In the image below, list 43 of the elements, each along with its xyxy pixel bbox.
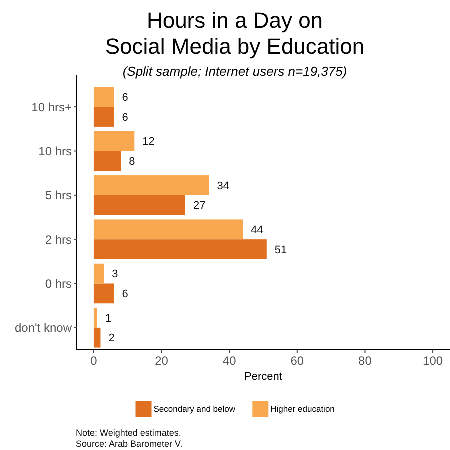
data-label: 1 (105, 312, 112, 325)
data-label: 12 (142, 136, 155, 148)
bar (94, 240, 267, 260)
x-tick-label: 20 (155, 354, 169, 368)
data-label: 2 (108, 332, 115, 345)
bar (94, 195, 186, 216)
bar (94, 131, 135, 152)
data-label: 27 (194, 200, 206, 212)
legend-label: Higher education (270, 404, 336, 414)
x-axis-title: Percent (244, 371, 282, 383)
x-tick-label: 100 (423, 354, 444, 368)
y-tick-label: 5 hrs (45, 188, 72, 203)
chart-title: Hours in a Day on Social Media by Education (105, 8, 365, 59)
source-note: Source: Arab Barometer V. (76, 439, 183, 449)
text: Note: Weighted estimates. (76, 428, 182, 438)
data-label: 6 (122, 112, 128, 124)
bar (94, 151, 122, 172)
data-label: 6 (122, 92, 128, 104)
data-label: 34 (217, 180, 230, 192)
y-tick-label: 0 hrs (45, 276, 72, 291)
data-label: 8 (129, 156, 136, 168)
bar (94, 87, 114, 108)
data-label: 6 (122, 288, 128, 301)
data-label: 3 (112, 268, 118, 281)
data-label: 51 (274, 244, 288, 256)
bar (94, 284, 114, 304)
x-tick-label: 0 (90, 354, 98, 368)
bar (94, 176, 210, 196)
chart-subtitle: (Split sample; Internet users n=19,375) (122, 64, 348, 79)
bar (94, 308, 98, 328)
legend-label: Secondary and below (154, 404, 236, 414)
x-tick-label: 60 (290, 354, 304, 368)
data-label: 44 (251, 224, 264, 236)
y-tick-label: 10 hrs+ (32, 100, 72, 114)
x-tick-label: 80 (358, 354, 372, 368)
bar (94, 107, 114, 127)
bar (94, 220, 244, 240)
bar (94, 328, 101, 348)
y-tick-label: 10 hrs (38, 144, 72, 158)
y-tick-label: don't know (15, 321, 72, 336)
y-tick-label: 2 hrs (45, 232, 72, 247)
bar (94, 264, 104, 284)
x-tick-label: 40 (222, 354, 237, 368)
